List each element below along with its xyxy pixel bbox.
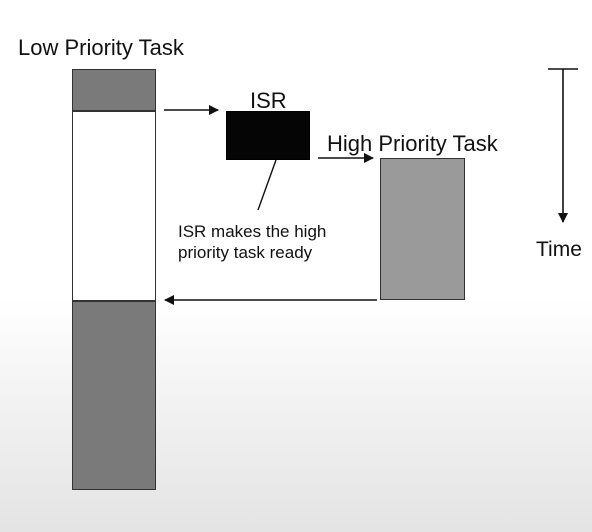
low-priority-task-label: Low Priority Task: [18, 35, 184, 60]
high-priority-task-block: [380, 158, 465, 300]
isr-note-pointer: [257, 159, 277, 211]
high-priority-task-label: High Priority Task: [327, 131, 498, 156]
isr-note-line-1: ISR makes the high: [178, 222, 327, 241]
isr-note: ISR makes the high priority task ready: [178, 221, 378, 263]
isr-block: [226, 111, 310, 160]
low-priority-task-block-after: [72, 301, 156, 490]
low-priority-task-preempted-gap: [72, 111, 156, 301]
isr-label: ISR: [250, 88, 287, 113]
low-priority-task-block-before: [72, 69, 156, 111]
isr-note-line-2: priority task ready: [178, 243, 313, 262]
time-label: Time: [536, 238, 582, 261]
